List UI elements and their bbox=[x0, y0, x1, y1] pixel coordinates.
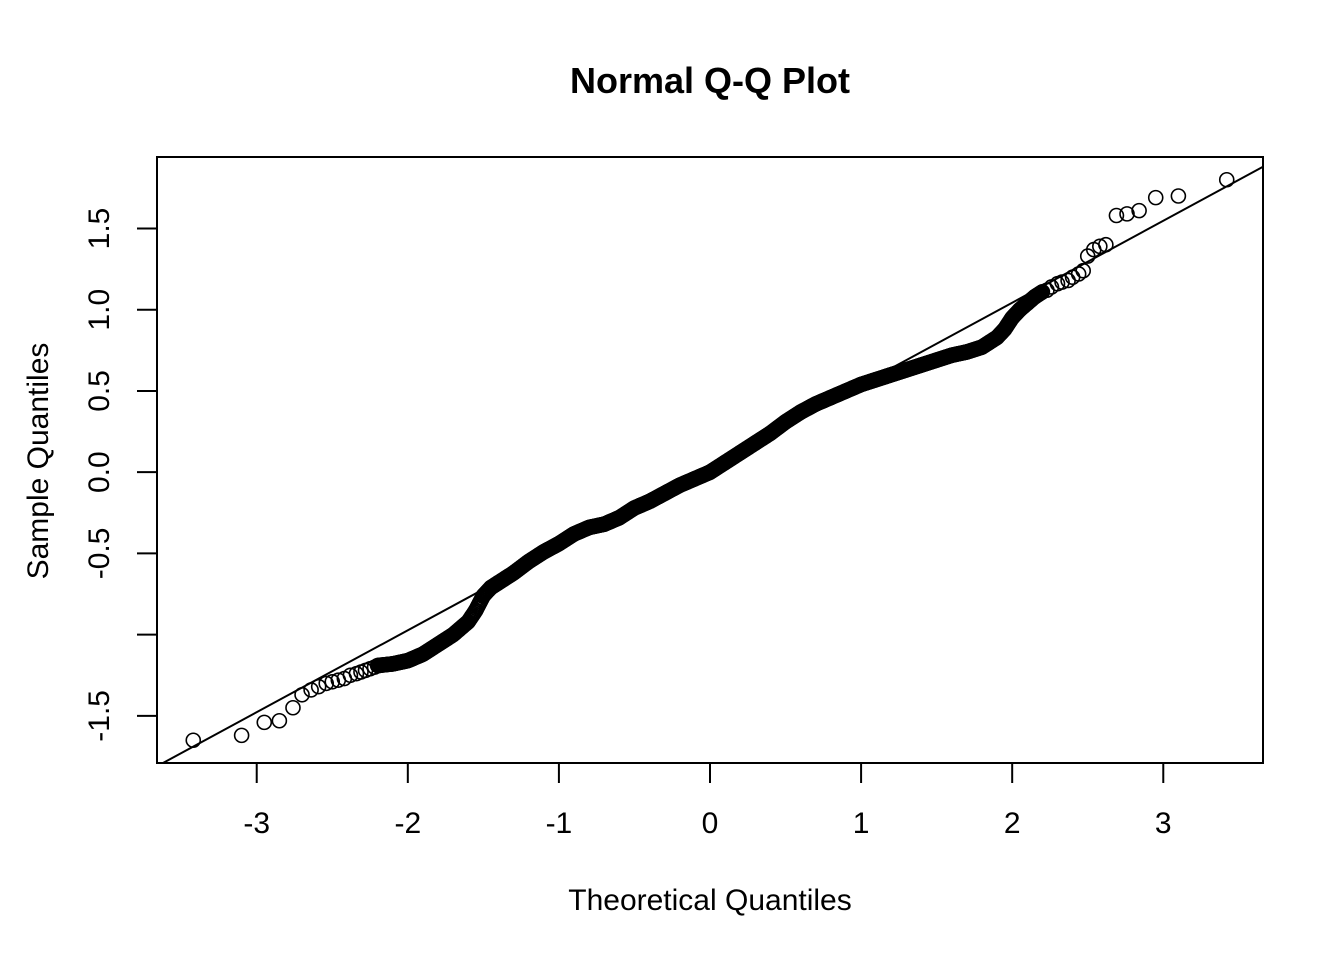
y-tick-label: 0.5 bbox=[83, 370, 116, 412]
data-point bbox=[185, 732, 202, 749]
data-point bbox=[1131, 202, 1147, 219]
data-point bbox=[371, 657, 387, 674]
x-tick-label: 1 bbox=[853, 807, 870, 840]
data-point bbox=[324, 673, 341, 690]
x-tick-label: -2 bbox=[394, 807, 421, 840]
y-tick-label: -0.5 bbox=[83, 528, 116, 580]
data-point bbox=[1054, 274, 1070, 290]
x-axis: -3 -2 -1 0 1 2 3 bbox=[243, 762, 1172, 840]
x-tick-label: 0 bbox=[702, 807, 719, 840]
chart-title: Normal Q-Q Plot bbox=[570, 60, 850, 101]
data-point bbox=[1170, 188, 1187, 204]
data-point bbox=[256, 714, 273, 731]
x-tick-label: -1 bbox=[546, 807, 573, 840]
data-point bbox=[271, 712, 288, 729]
data-point bbox=[310, 678, 327, 695]
y-tick-label: 0.0 bbox=[83, 451, 116, 493]
data-point bbox=[1075, 262, 1091, 279]
data-point bbox=[303, 682, 319, 698]
plot-content bbox=[160, 165, 1263, 763]
data-point bbox=[285, 699, 301, 716]
plot-frame bbox=[156, 156, 1264, 764]
data-point bbox=[1098, 236, 1114, 253]
y-axis: -1.5 -0.5 0.0 0.5 1.0 1.5 bbox=[83, 208, 158, 742]
x-tick-label: 3 bbox=[1155, 807, 1172, 840]
y-axis-label: Sample Quantiles bbox=[22, 343, 55, 580]
data-point bbox=[342, 667, 359, 684]
data-point bbox=[233, 727, 250, 744]
y-tick-label: -1.5 bbox=[83, 690, 116, 742]
x-tick-label: 2 bbox=[1004, 807, 1021, 840]
y-tick-label: 1.0 bbox=[83, 289, 116, 331]
data-point bbox=[1070, 266, 1087, 282]
x-axis-label: Theoretical Quantiles bbox=[568, 884, 851, 917]
data-point bbox=[1218, 171, 1235, 188]
data-point bbox=[1119, 206, 1135, 222]
x-tick-label: -3 bbox=[243, 807, 270, 840]
data-point bbox=[1147, 189, 1164, 206]
data-point bbox=[294, 686, 310, 703]
data-point bbox=[1092, 238, 1108, 255]
data-point bbox=[1108, 207, 1125, 224]
data-point bbox=[318, 675, 335, 692]
y-tick-label: 1.5 bbox=[83, 208, 116, 250]
